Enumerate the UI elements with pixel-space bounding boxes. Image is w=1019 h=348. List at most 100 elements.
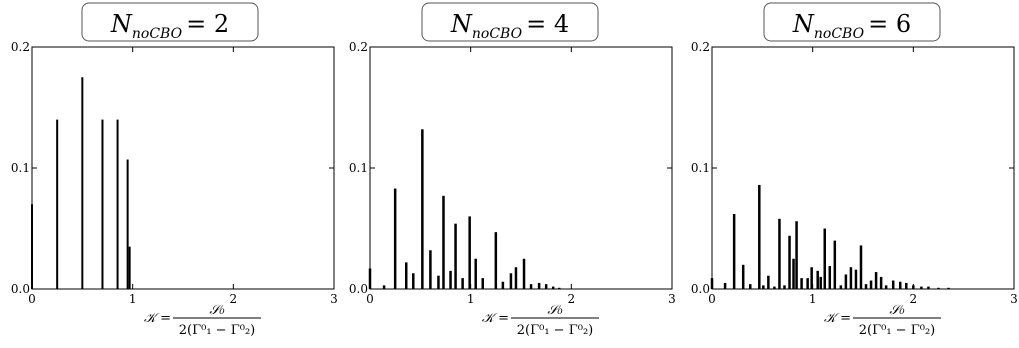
xlabel-lhs: 𝒦 = — [824, 311, 851, 326]
bar-1 — [710, 278, 714, 289]
bar-9 — [773, 286, 776, 289]
bar-5 — [116, 119, 119, 289]
title-value: = 4 — [526, 10, 569, 38]
x-tick-label: 3 — [1010, 292, 1018, 306]
bar-14 — [795, 221, 798, 289]
bar-25 — [849, 267, 853, 289]
chart-panel-3: 0 1 2 3 0.0 0.1 0.2 NnoCBO = 6 𝒦 = 𝒮₀ 2(Γ⁰₁ − Γ⁰₂) — [691, 2, 1018, 338]
bar-13 — [792, 258, 795, 289]
bar-6 — [421, 129, 424, 289]
bar-6 — [758, 184, 761, 289]
bar-36 — [912, 285, 915, 289]
bar-35 — [905, 282, 908, 289]
bar-38 — [927, 286, 930, 289]
bar-34 — [898, 281, 902, 289]
chart-title: NnoCBO = 2 — [110, 10, 229, 42]
bar-10 — [449, 270, 452, 289]
y-tick-label: 0.1 — [349, 161, 368, 175]
bar-7 — [429, 250, 432, 289]
plot-frame — [31, 46, 335, 290]
title-box — [763, 2, 941, 42]
chart-panel-2: 0 1 2 3 0.0 0.1 0.2 NnoCBO = 4 𝒦 = 𝒮₀ 2(Γ⁰₁ − Γ⁰₂) — [349, 2, 676, 338]
bar-24 — [551, 286, 555, 289]
plot-frame — [711, 46, 1015, 290]
bar-16 — [494, 232, 498, 289]
bar-19 — [514, 267, 518, 289]
bar-3 — [81, 77, 84, 289]
bar-22 — [537, 282, 541, 289]
bar-8 — [437, 275, 440, 289]
bar-7 — [128, 246, 131, 289]
x-tick-label: 0 — [28, 292, 36, 306]
chart-title: NnoCBO = 4 — [450, 10, 569, 42]
bar-22 — [833, 240, 837, 289]
bar-9 — [442, 195, 445, 289]
xlabel-denominator: 2(Γ⁰₁ − Γ⁰₂) — [859, 323, 935, 338]
title-subscript: noCBO — [472, 26, 523, 42]
chart-panel-1: 0 1 2 3 0.0 0.1 0.2 NnoCBO = 2 𝒦 = 𝒮₀ 2(Γ⁰₁ − Γ⁰₂) — [11, 2, 338, 338]
bar-23 — [544, 284, 548, 289]
bar-16 — [806, 278, 809, 289]
bar-14 — [474, 258, 477, 289]
title-symbol: N — [792, 10, 815, 38]
bar-10 — [778, 218, 781, 289]
y-tick-label: 0.0 — [11, 282, 30, 296]
bar-6 — [126, 159, 129, 289]
bar-1 — [368, 268, 372, 289]
x-tick-label: 1 — [809, 292, 817, 306]
bar-11 — [783, 285, 786, 289]
title-box — [81, 2, 259, 42]
y-tick-label: 0.0 — [691, 282, 710, 296]
x-tick-label: 0 — [366, 292, 374, 306]
chart-title: NnoCBO = 6 — [792, 10, 911, 42]
xlabel-denominator: 2(Γ⁰₁ − Γ⁰₂) — [179, 323, 255, 338]
bar-24 — [844, 274, 848, 289]
bar-31 — [879, 276, 883, 289]
bar-5 — [749, 284, 752, 289]
x-tick-label: 2 — [910, 292, 918, 306]
bar-21 — [529, 284, 533, 289]
bar-33 — [891, 280, 895, 289]
bar-4 — [741, 264, 745, 289]
bar-4 — [101, 119, 104, 289]
bar-3 — [732, 213, 736, 289]
bar-29 — [869, 280, 873, 289]
xlabel-lhs: 𝒦 = — [144, 311, 171, 326]
x-tick-label: 1 — [467, 292, 475, 306]
y-tick-label: 0.2 — [691, 40, 710, 54]
title-symbol: N — [450, 10, 473, 38]
xlabel-numerator: 𝒮₀ — [547, 303, 563, 318]
xlabel-numerator: 𝒮₀ — [209, 303, 225, 318]
bar-23 — [839, 285, 843, 289]
bar-5 — [412, 273, 415, 289]
xlabel-lhs: 𝒦 = — [482, 311, 509, 326]
bar-30 — [874, 272, 878, 289]
y-tick-label: 0.2 — [11, 40, 30, 54]
bar-18 — [816, 270, 819, 289]
x-tick-label: 1 — [129, 292, 137, 306]
plot-frame — [369, 46, 673, 290]
y-tick-label: 0.1 — [691, 161, 710, 175]
bar-7 — [762, 285, 765, 289]
title-value: = 2 — [186, 10, 229, 38]
bar-19 — [819, 276, 822, 289]
xlabel-denominator: 2(Γ⁰₁ − Γ⁰₂) — [517, 323, 593, 338]
bar-8 — [767, 275, 770, 289]
bar-12 — [461, 278, 464, 289]
title-subscript: noCBO — [132, 26, 183, 42]
bar-40 — [947, 287, 950, 289]
bar-2 — [56, 119, 59, 289]
x-tick-label: 2 — [568, 292, 576, 306]
bar-21 — [828, 266, 832, 289]
bar-4 — [404, 262, 408, 289]
title-box — [421, 2, 599, 42]
bar-15 — [800, 278, 803, 289]
bar-11 — [454, 223, 457, 289]
bar-28 — [864, 284, 868, 289]
bar-13 — [468, 216, 471, 289]
x-tick-label: 3 — [668, 292, 676, 306]
bar-15 — [481, 278, 484, 289]
bar-20 — [823, 228, 826, 289]
x-tick-label: 3 — [330, 292, 338, 306]
